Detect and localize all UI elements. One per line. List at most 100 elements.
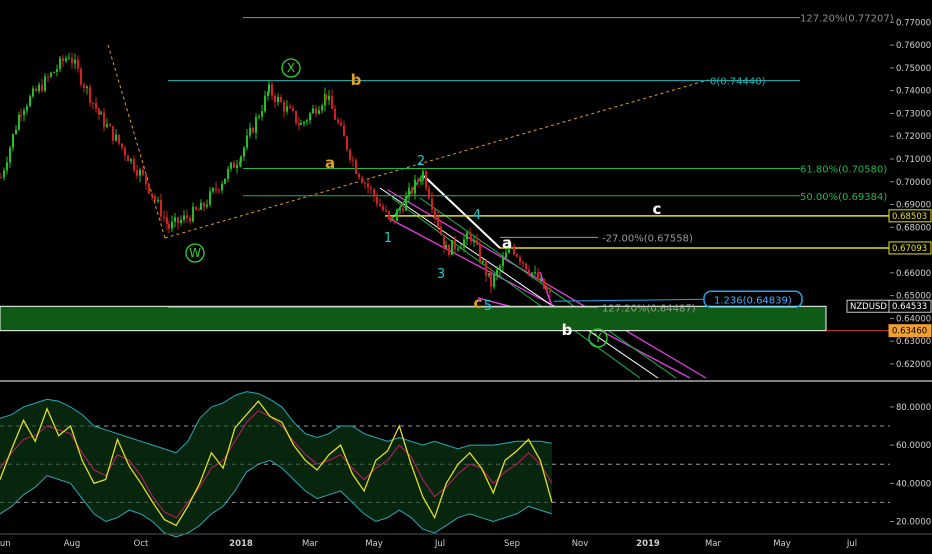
candle-body: [65, 58, 67, 62]
candle-body: [428, 188, 430, 199]
candle-body: [328, 95, 330, 100]
candle-body: [255, 117, 257, 133]
time-axis: Jun Aug Oct 2018 Mar May Jul Sep Nov 2019 Mar May Ju…: [0, 533, 932, 549]
price-pane: 127.20%(0.77207) 0(0.74440) 61.80%(0.70580…: [0, 14, 932, 379]
candle-body: [488, 273, 490, 276]
price-tick-label: 0.74000: [896, 87, 931, 97]
time-tick-label: Jun: [0, 539, 11, 549]
candle-body: [466, 232, 468, 240]
candle-body: [71, 57, 73, 64]
candle-body: [80, 68, 82, 85]
candle-body: [274, 96, 276, 103]
candle-body: [546, 288, 548, 291]
candle-body: [166, 217, 168, 224]
candle-body: [286, 106, 288, 112]
candle-body: [12, 134, 14, 148]
indicator-axis: 80.0000 60.0000 40.0000 20.0000: [890, 403, 931, 528]
candle-body: [145, 174, 147, 184]
candle-body: [157, 199, 159, 201]
candles: [0, 52, 551, 299]
candle-body: [103, 112, 105, 127]
indicator-series-line: [0, 391, 553, 454]
candle-body: [212, 188, 214, 192]
candle-body: [283, 101, 285, 112]
channel-green-2: [419, 197, 677, 379]
candle-body: [411, 188, 413, 194]
price-tag-label: 0.68503: [892, 212, 927, 222]
indicator-tick-label: 20.0000: [896, 518, 931, 528]
candle-body: [89, 86, 91, 103]
candle-body: [136, 170, 138, 176]
candle-body: [130, 158, 132, 162]
candle-body: [298, 122, 300, 125]
candle-body: [95, 102, 97, 109]
price-tag-label: 0.63460: [892, 327, 927, 337]
candle-body: [437, 216, 439, 227]
candle-body: [44, 76, 46, 91]
candle-body: [148, 183, 150, 194]
candle-body: [180, 219, 182, 223]
candle-body: [373, 189, 375, 197]
candle-body: [106, 124, 108, 127]
candle-body: [264, 95, 266, 112]
candle-body: [47, 76, 49, 78]
wave-label: b: [351, 71, 362, 89]
price-tick-label: 0.73000: [896, 109, 931, 119]
candle-body: [431, 198, 433, 210]
symbol-tag-label: NZDUSD: [850, 302, 887, 312]
candle-body: [396, 210, 398, 221]
candle-body: [490, 273, 492, 287]
candle-body: [300, 123, 302, 125]
candle-body: [476, 240, 478, 245]
candle-body: [508, 245, 510, 253]
candle-body: [393, 219, 395, 221]
candle-body: [473, 240, 475, 242]
price-tag-box: [888, 241, 932, 255]
candle-body: [168, 223, 170, 229]
candle-body: [417, 179, 419, 182]
wave-label: 1: [384, 231, 392, 246]
candle-body: [470, 234, 472, 242]
candle-body: [50, 72, 52, 77]
candle-body: [457, 248, 459, 250]
candle-body: [224, 178, 226, 184]
candle-body: [98, 108, 100, 115]
candle-body: [35, 88, 37, 92]
candle-body: [425, 171, 427, 189]
candle-body: [271, 84, 273, 97]
wave-label: 4: [473, 208, 481, 223]
candle-body: [349, 149, 351, 160]
candle-body: [32, 88, 34, 97]
time-tick-label: Mar: [705, 539, 722, 549]
candle-body: [177, 217, 179, 223]
candle-body: [318, 110, 320, 114]
candle-body: [399, 208, 401, 211]
price-tick-label: 0.66000: [896, 269, 931, 279]
candle-body: [26, 106, 28, 111]
wave-label: 2: [417, 154, 425, 169]
candle-body: [206, 204, 208, 207]
candle-body: [139, 169, 141, 176]
candle-body: [240, 156, 242, 163]
candle-body: [142, 169, 144, 175]
time-tick-label: Nov: [572, 539, 589, 549]
wave-label: a: [325, 154, 335, 172]
price-tick-label: 0.70000: [896, 178, 931, 188]
wave-a-line: [423, 175, 501, 249]
candle-body: [540, 278, 542, 281]
price-tag-box: [888, 299, 932, 313]
candle-body: [379, 204, 381, 207]
candle-body: [121, 143, 123, 148]
candle-body: [112, 126, 114, 141]
candle-body: [252, 127, 254, 133]
fib-label: -27.00%(0.67558): [602, 233, 693, 244]
candle-body: [292, 108, 294, 111]
candle-body: [346, 136, 348, 150]
fib-label: 50.00%(0.69384): [800, 192, 887, 203]
candle-body: [124, 147, 126, 156]
indicator-tick-label: 60.0000: [896, 441, 931, 451]
candle-body: [100, 112, 102, 115]
candle-body: [289, 106, 291, 109]
wave-label: a: [502, 234, 512, 252]
channel-white-center: [379, 187, 659, 379]
